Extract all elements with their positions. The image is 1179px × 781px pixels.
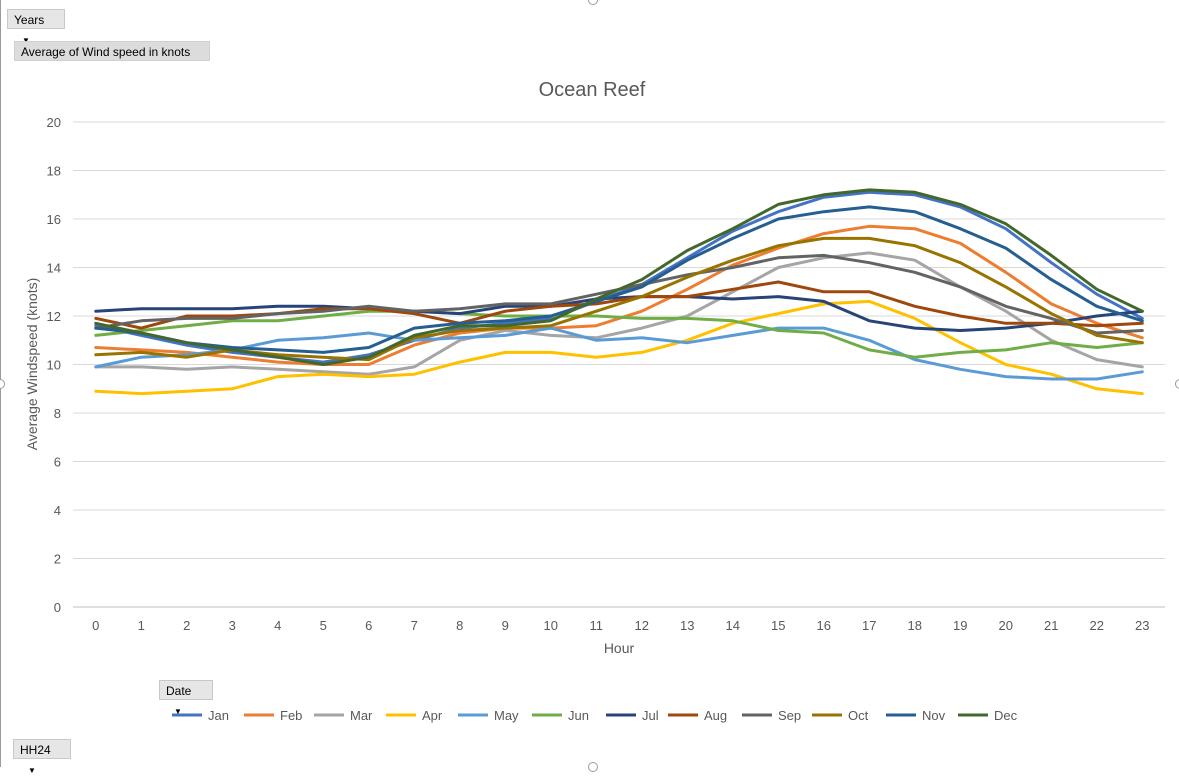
- legend-item-may[interactable]: May: [458, 708, 519, 723]
- legend-label: Jul: [642, 708, 659, 723]
- legend-item-aug[interactable]: Aug: [668, 708, 727, 723]
- legend-label: May: [494, 708, 519, 723]
- legend-label: Aug: [704, 708, 727, 723]
- x-tick-label: 10: [544, 618, 558, 633]
- x-tick-label: 9: [502, 618, 509, 633]
- gridlines: [73, 121, 1165, 608]
- chevron-down-icon: ▼: [22, 31, 30, 51]
- chevron-down-icon: ▼: [28, 765, 36, 775]
- series-line-oct[interactable]: [94, 236, 1144, 362]
- value-field-label: Average of Wind speed in knots: [21, 45, 191, 59]
- y-tick-label: 10: [47, 358, 61, 373]
- x-tick-label: 11: [590, 618, 604, 633]
- date-legend-field-button[interactable]: Date ▼: [159, 680, 213, 716]
- x-tick-label: 21: [1044, 618, 1058, 633]
- x-tick-label: 14: [726, 618, 740, 633]
- x-tick-label: 18: [908, 618, 922, 633]
- legend-label: Nov: [922, 708, 946, 723]
- hh24-field-label: HH24: [20, 743, 51, 757]
- x-tick-label: 4: [274, 618, 281, 633]
- y-tick-label: 16: [47, 212, 61, 227]
- legend-label: Jun: [568, 708, 589, 723]
- y-axis-ticks: 0 2 4 6 8 10 12 14 16 18 20: [47, 115, 61, 615]
- x-tick-label: 15: [771, 618, 785, 633]
- series-line-dec[interactable]: [94, 188, 1144, 366]
- legend-item-jul[interactable]: Jul: [606, 708, 659, 723]
- legend-item-nov[interactable]: Nov: [886, 708, 946, 723]
- legend-label: Apr: [422, 708, 443, 723]
- x-tick-label: 5: [320, 618, 327, 633]
- y-tick-label: 8: [54, 406, 61, 421]
- x-tick-label: 13: [680, 618, 694, 633]
- legend-item-jan[interactable]: Jan: [172, 708, 229, 723]
- series-line-jul[interactable]: [94, 295, 1144, 332]
- series-line-jun[interactable]: [94, 309, 1144, 359]
- legend-item-oct[interactable]: Oct: [812, 708, 869, 723]
- years-filter-label: Years: [14, 13, 45, 27]
- chevron-down-icon: ▼: [174, 706, 182, 716]
- x-tick-label: 8: [456, 618, 463, 633]
- y-tick-label: 14: [47, 261, 61, 276]
- legend-item-sep[interactable]: Sep: [742, 708, 801, 723]
- y-axis-label: Average Windspeed (knots): [24, 278, 40, 451]
- x-tick-label: 23: [1135, 618, 1149, 633]
- legend-item-feb[interactable]: Feb: [244, 708, 302, 723]
- x-tick-label: 3: [229, 618, 236, 633]
- x-tick-label: 12: [635, 618, 649, 633]
- y-tick-label: 18: [47, 164, 61, 179]
- x-tick-label: 1: [138, 618, 145, 633]
- y-tick-label: 4: [54, 503, 61, 518]
- series-line-apr[interactable]: [94, 299, 1144, 396]
- x-axis-label: Hour: [604, 640, 635, 656]
- series-lines: [94, 188, 1144, 396]
- x-tick-label: 22: [1090, 618, 1104, 633]
- years-filter-button[interactable]: Years▼: [7, 9, 65, 45]
- x-tick-label: 0: [92, 618, 99, 633]
- value-field-button[interactable]: Average of Wind speed in knots: [14, 41, 210, 61]
- series-line-nov[interactable]: [94, 205, 1144, 354]
- y-tick-label: 6: [54, 455, 61, 470]
- legend-item-dec[interactable]: Dec: [958, 708, 1018, 723]
- x-tick-label: 7: [411, 618, 418, 633]
- legend-label: Oct: [848, 708, 869, 723]
- legend-item-jun[interactable]: Jun: [532, 708, 589, 723]
- legend-label: Feb: [280, 708, 302, 723]
- legend-item-mar[interactable]: Mar: [314, 708, 373, 723]
- x-tick-label: 2: [183, 618, 190, 633]
- date-field-label: Date: [166, 684, 192, 698]
- y-tick-label: 20: [47, 115, 61, 130]
- resize-handle-right[interactable]: [1175, 379, 1179, 389]
- legend-label: Sep: [778, 708, 801, 723]
- y-tick-label: 0: [54, 600, 61, 615]
- x-tick-label: 19: [953, 618, 967, 633]
- chart-title: Ocean Reef: [539, 79, 646, 101]
- x-tick-label: 6: [365, 618, 372, 633]
- y-tick-label: 2: [54, 552, 61, 567]
- x-axis-ticks: 0 1 2 3 4 5 6 7 8 9 10 11 12 13 14 15 16 17 18 19 20 21 22 23: [92, 618, 1149, 633]
- x-tick-label: 20: [999, 618, 1013, 633]
- x-tick-label: 17: [862, 618, 876, 633]
- y-tick-label: 12: [47, 309, 61, 324]
- series-line-may[interactable]: [94, 326, 1144, 381]
- legend: Jan Feb Mar Apr May Jun Jul Aug Sep Oct Nov Dec: [172, 708, 1018, 723]
- legend-item-apr[interactable]: Apr: [386, 708, 443, 723]
- hh24-axis-field-button[interactable]: HH24 ▼: [13, 739, 71, 775]
- legend-label: Jan: [208, 708, 229, 723]
- legend-label: Mar: [350, 708, 373, 723]
- legend-label: Dec: [994, 708, 1018, 723]
- resize-handle-bottom[interactable]: [588, 762, 598, 772]
- x-tick-label: 16: [817, 618, 831, 633]
